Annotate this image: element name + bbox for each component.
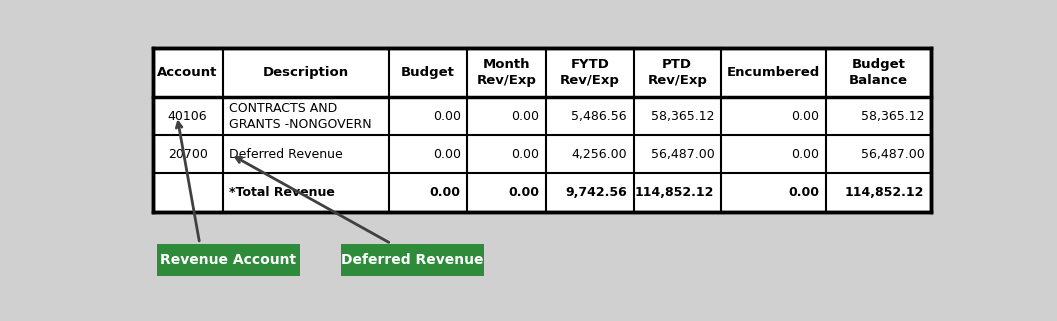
- Text: 0.00: 0.00: [430, 186, 461, 199]
- Text: 0.00: 0.00: [792, 110, 819, 123]
- Text: 0.00: 0.00: [512, 110, 539, 123]
- FancyBboxPatch shape: [152, 48, 931, 212]
- Text: 0.00: 0.00: [432, 148, 461, 161]
- Text: *Total Revenue: *Total Revenue: [229, 186, 335, 199]
- Text: 0.00: 0.00: [789, 186, 819, 199]
- Text: Month
Rev/Exp: Month Rev/Exp: [477, 58, 537, 87]
- Text: 0.00: 0.00: [512, 148, 539, 161]
- Text: 5,486.56: 5,486.56: [572, 110, 627, 123]
- FancyBboxPatch shape: [341, 244, 484, 276]
- Text: 20700: 20700: [168, 148, 207, 161]
- Text: CONTRACTS AND
GRANTS -NONGOVERN: CONTRACTS AND GRANTS -NONGOVERN: [229, 102, 372, 131]
- Text: 114,852.12: 114,852.12: [845, 186, 924, 199]
- Text: 40106: 40106: [168, 110, 207, 123]
- Text: Deferred Revenue: Deferred Revenue: [341, 253, 484, 267]
- Text: 4,256.00: 4,256.00: [572, 148, 627, 161]
- Text: 58,365.12: 58,365.12: [651, 110, 715, 123]
- Text: 9,742.56: 9,742.56: [565, 186, 627, 199]
- Text: Budget: Budget: [401, 66, 455, 79]
- Text: 0.00: 0.00: [508, 186, 539, 199]
- Text: Deferred Revenue: Deferred Revenue: [229, 148, 342, 161]
- Text: 114,852.12: 114,852.12: [635, 186, 715, 199]
- Text: Encumbered: Encumbered: [727, 66, 820, 79]
- Text: Account: Account: [157, 66, 218, 79]
- Text: PTD
Rev/Exp: PTD Rev/Exp: [647, 58, 707, 87]
- Text: 56,487.00: 56,487.00: [651, 148, 715, 161]
- FancyBboxPatch shape: [156, 244, 300, 276]
- Text: FYTD
Rev/Exp: FYTD Rev/Exp: [560, 58, 619, 87]
- Text: 56,487.00: 56,487.00: [860, 148, 924, 161]
- Text: Description: Description: [262, 66, 349, 79]
- Text: Revenue Account: Revenue Account: [161, 253, 296, 267]
- Text: 58,365.12: 58,365.12: [860, 110, 924, 123]
- Text: 0.00: 0.00: [792, 148, 819, 161]
- Text: Budget
Balance: Budget Balance: [849, 58, 908, 87]
- Text: 0.00: 0.00: [432, 110, 461, 123]
